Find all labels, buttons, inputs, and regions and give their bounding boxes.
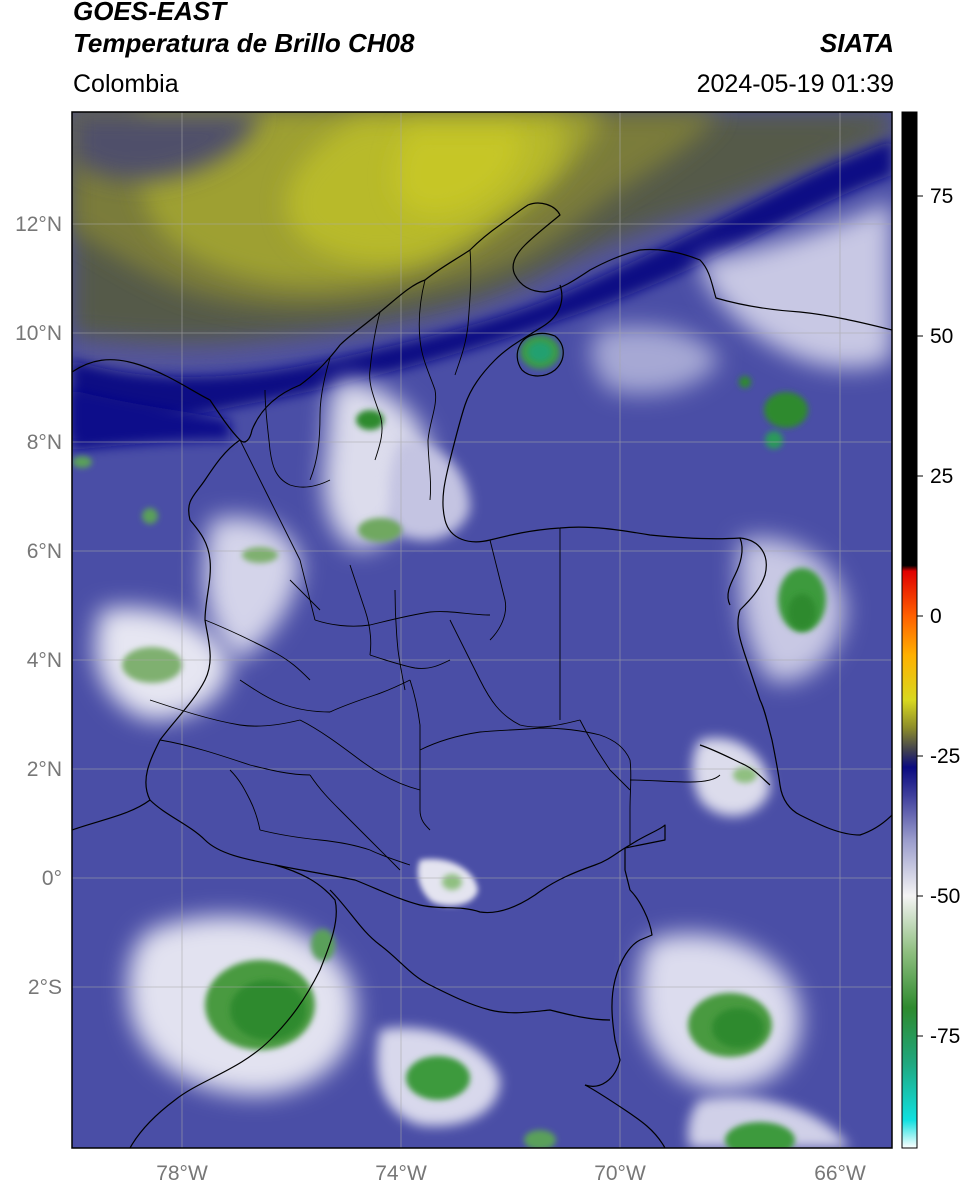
coastline-pacific [129, 439, 337, 1148]
colorbar-tick-label: 50 [930, 325, 953, 348]
colorbar-tick-label: -50 [930, 885, 960, 908]
border-peru-south [329, 889, 611, 1021]
colorbar-tick-label: -25 [930, 745, 960, 768]
colorbar-tick-label: 75 [930, 185, 953, 208]
lat-label-8n: 8°N [27, 431, 62, 454]
colorbar: 75 50 25 0 -25 -50 -75 [901, 111, 960, 1149]
gridlines [72, 112, 892, 1148]
island-coast [516, 332, 564, 377]
border-amazon [584, 1084, 666, 1148]
colorbar-tick-label: 25 [930, 465, 953, 488]
satellite-title: GOES-EAST [73, 0, 227, 26]
department-borders [149, 249, 721, 871]
lon-label-74w: 74°W [375, 1162, 427, 1185]
colorbar-tick-label: 0 [930, 605, 942, 628]
lat-label-2s: 2°S [28, 976, 62, 999]
map-frame [71, 111, 893, 1149]
lat-label-6n: 6°N [27, 540, 62, 563]
border-west-south [72, 799, 151, 831]
country-borders [72, 202, 892, 1148]
colorbar-gradient [901, 111, 918, 1149]
region-label: Colombia [73, 70, 179, 98]
border-brazil-north [699, 744, 771, 786]
border-inner-venezuela [727, 537, 743, 606]
lat-axis: 12°N 10°N 8°N 6°N 4°N 2°N 0° 2°S [15, 213, 62, 999]
lat-label-2n: 2°N [27, 758, 62, 781]
lon-label-70w: 70°W [594, 1162, 646, 1185]
coastline-north [72, 202, 892, 443]
colorbar-ticks: 75 50 25 0 -25 -50 -75 [917, 185, 960, 1048]
border-ecuador-peru [274, 824, 666, 1087]
lat-label-10n: 10°N [15, 322, 62, 345]
lat-label-12n: 12°N [15, 213, 62, 236]
product-title: Temperatura de Brillo CH08 [73, 28, 415, 58]
imagery-layer [72, 112, 892, 1148]
colorbar-tick-label: -75 [930, 1025, 960, 1048]
datetime-label: 2024-05-19 01:39 [696, 70, 894, 98]
lat-label-4n: 4°N [27, 649, 62, 672]
lat-label-0: 0° [42, 867, 62, 890]
lon-label-66w: 66°W [814, 1162, 866, 1185]
lon-label-78w: 78°W [156, 1162, 208, 1185]
border-venezuela [442, 284, 892, 836]
lon-axis: 78°W 74°W 70°W 66°W [156, 1162, 866, 1185]
brand-label: SIATA [819, 28, 894, 58]
